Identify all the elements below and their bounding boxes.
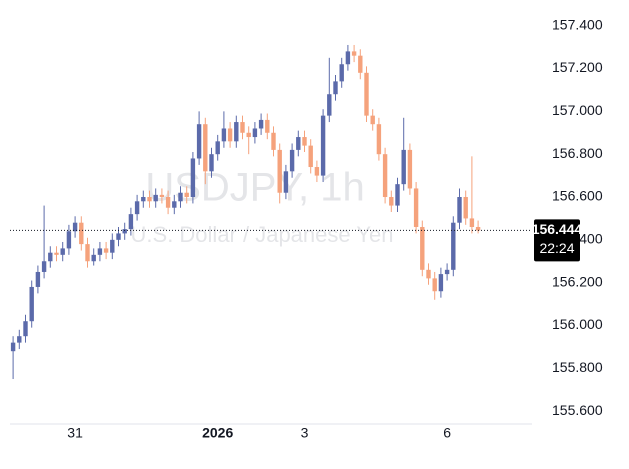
candle-body [277, 149, 282, 193]
candle-body [41, 261, 47, 272]
candle-body [172, 201, 177, 208]
candle-body [289, 149, 295, 172]
candle-body [227, 128, 233, 142]
candle-body [358, 55, 363, 73]
candle-body [376, 124, 382, 155]
candle-body [91, 254, 96, 262]
candle-body [401, 149, 406, 185]
y-tick-label: 156.200 [552, 273, 603, 289]
candle-body [10, 342, 16, 352]
candle-body [395, 184, 400, 206]
candle-body [432, 278, 437, 292]
x-tick-label: 6 [443, 425, 451, 441]
candle-body [296, 137, 301, 150]
candle-body [141, 197, 146, 202]
candle-body [153, 194, 158, 202]
x-tick-label: 2026 [202, 425, 233, 441]
candle-body [302, 137, 307, 146]
candle-body [265, 119, 270, 133]
candle-body [23, 321, 28, 337]
candle-body [134, 201, 140, 215]
candle-body [283, 171, 289, 193]
candle-body [345, 51, 351, 65]
y-tick-label: 157.200 [552, 59, 603, 75]
candle-body [110, 239, 115, 253]
candle-body [221, 128, 227, 142]
candle-body [190, 158, 196, 198]
candle-body [407, 149, 413, 189]
candle-body [451, 222, 456, 270]
candle-body [258, 119, 264, 129]
candle-body [438, 274, 444, 292]
candle-body [469, 218, 475, 227]
y-tick-label: 156.600 [552, 188, 603, 204]
candle-body [215, 141, 220, 155]
candle-body [116, 233, 121, 240]
candle-body [389, 197, 394, 206]
candle-body [97, 248, 103, 255]
candle-body [29, 286, 34, 322]
candle-body [444, 269, 450, 275]
candle-body [308, 145, 313, 168]
candle-body [463, 197, 468, 219]
x-tick-label: 31 [67, 425, 83, 441]
candle-body [320, 115, 326, 176]
countdown-label: 22:24 [539, 240, 574, 256]
candle-body [339, 64, 344, 82]
y-tick-label: 155.800 [552, 359, 603, 375]
candle-body [240, 122, 245, 133]
candle-body [184, 192, 189, 198]
candle-body [252, 128, 258, 138]
candle-body [85, 244, 90, 262]
candle-body [196, 124, 202, 159]
x-tick-label: 3 [301, 425, 309, 441]
candle-body [48, 252, 53, 262]
candle-body [426, 269, 431, 279]
candle-body [457, 197, 462, 223]
candle-body [203, 124, 208, 172]
candle-body [420, 226, 425, 270]
candle-body [351, 51, 357, 56]
candle-body [475, 226, 481, 231]
candle-body [234, 122, 239, 142]
last-price-box [534, 219, 580, 262]
candle-body [314, 167, 320, 176]
candle-body [66, 231, 72, 249]
y-tick-label: 156.000 [552, 316, 603, 332]
candle-body [178, 192, 183, 202]
candle-body [103, 248, 109, 253]
candle-body [159, 194, 165, 198]
candle-body [72, 222, 78, 232]
candle-body [413, 188, 419, 227]
last-price-label: 156.444 [532, 221, 583, 237]
candle-body [128, 214, 134, 230]
y-tick-label: 157.400 [552, 16, 603, 32]
candle-body [246, 132, 251, 138]
candle-body [122, 229, 127, 234]
candle-body [54, 252, 59, 255]
candle-body [35, 271, 41, 287]
candle-body [209, 154, 214, 172]
candle-body [370, 115, 375, 125]
candle-body [271, 132, 276, 150]
watermark-subtitle: U.S. Dollar / Japanese Yen [131, 222, 394, 247]
candle-body [364, 72, 369, 116]
candle-body [60, 248, 65, 255]
y-tick-label: 157.000 [552, 102, 603, 118]
candle-body [147, 197, 152, 202]
candle-body [327, 94, 332, 116]
y-tick-label: 156.800 [552, 145, 603, 161]
candle-body [333, 81, 338, 95]
candle-body [165, 197, 171, 208]
candle-body [17, 336, 22, 343]
candle-body [79, 222, 84, 245]
watermark-title: USDJPY, 1h [145, 166, 364, 210]
y-tick-label: 155.600 [552, 402, 603, 418]
candle-body [382, 154, 388, 198]
